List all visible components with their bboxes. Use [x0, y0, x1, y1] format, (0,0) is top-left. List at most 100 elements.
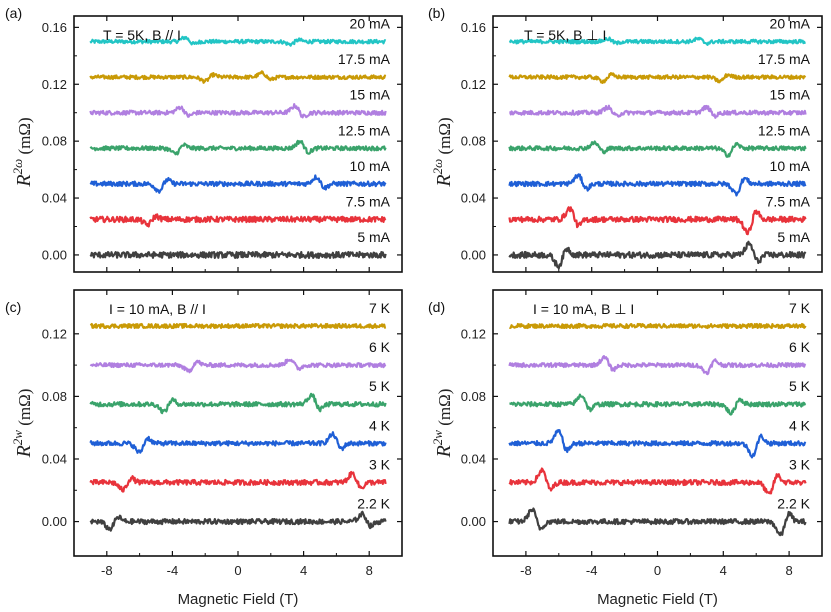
- y-tick-label: 0.12: [461, 77, 486, 92]
- series-line-10-mA: [508, 173, 807, 197]
- series-line-2p2-K: [508, 507, 807, 537]
- x-tick-label: -8: [520, 563, 532, 578]
- series-annotation: 7 K: [369, 300, 391, 316]
- series-annotation: 6 K: [369, 339, 391, 355]
- series-annotation: 3 K: [369, 456, 391, 472]
- series-annotation: 7 K: [789, 300, 811, 316]
- panel-d: 0.00 0.04 0.08 0.12 -8 -4 0 4 8 7 K 6 K 5 K 4 K 3 K 2.…: [428, 289, 823, 608]
- panel-label: (a): [5, 5, 22, 21]
- series-group: [508, 36, 807, 270]
- x-axis-label: Magnetic Field (T): [178, 591, 299, 608]
- y-axis-label-unit: (mΩ): [435, 117, 454, 158]
- series-annotation: 4 K: [369, 417, 391, 433]
- series-annotation: 17.5 mA: [338, 51, 391, 67]
- y-tick-label: 0.08: [461, 389, 486, 404]
- series-annotation: 12.5 mA: [758, 122, 811, 138]
- series-line-4-K: [508, 428, 807, 459]
- series-line-17p5-mA: [89, 70, 387, 84]
- x-tick-label: 0: [654, 563, 661, 578]
- y-axis-label-main: R: [13, 445, 35, 458]
- y-axis-label-unit: (mΩ): [15, 117, 34, 158]
- y-tick-label: 0.16: [461, 20, 486, 35]
- y-axis-label-main: R: [433, 445, 455, 458]
- series-line-6-K: [508, 355, 807, 376]
- series-annotation: 3 K: [789, 456, 811, 472]
- series-line-3-K: [89, 470, 387, 493]
- y-tick-label: 0.12: [461, 326, 486, 341]
- series-annotation: 20 mA: [770, 16, 811, 32]
- y-tick-label: 0.08: [42, 134, 67, 149]
- y-tick-label: 0.16: [42, 20, 67, 35]
- x-tick-label: 8: [366, 563, 373, 578]
- series-annotation: 15 mA: [350, 87, 391, 103]
- panel-title: T = 5K, B // I: [103, 27, 181, 43]
- y-axis-label: R2w (mΩ): [10, 389, 35, 459]
- y-axis-label: R2ω (mΩ): [10, 117, 35, 187]
- series-annotation: 20 mA: [350, 16, 391, 32]
- series-line-5-mA: [508, 240, 807, 270]
- panel-title: I = 10 mA, B ⊥ I: [533, 301, 634, 317]
- y-tick-label: 0.04: [42, 191, 67, 206]
- series-line-7-K: [508, 322, 807, 330]
- series-annotation: 10 mA: [350, 158, 391, 174]
- series-annotation: 7.5 mA: [766, 193, 811, 209]
- series-group: [89, 322, 387, 532]
- series-line-2p2-K: [89, 510, 387, 532]
- series-annotation: 10 mA: [770, 158, 811, 174]
- y-tick-label: 0.00: [461, 514, 486, 529]
- x-tick-label: -4: [167, 563, 179, 578]
- x-tick-label: 0: [234, 563, 241, 578]
- y-tick-label: 0.08: [461, 134, 486, 149]
- y-tick-label: 0.00: [461, 247, 486, 262]
- panel-title: T = 5K, B ⊥ I: [524, 27, 606, 43]
- series-annotation: 2.2 K: [777, 496, 810, 512]
- series-line-12p5-mA: [508, 140, 807, 158]
- series-line-4-K: [89, 431, 387, 454]
- y-tick-label: 0.12: [42, 326, 67, 341]
- y-axis-label-main: R: [433, 174, 455, 187]
- x-tick-label: 4: [300, 563, 307, 578]
- y-tick-label: 0.04: [461, 191, 486, 206]
- series-line-7p5-mA: [89, 213, 387, 228]
- plot-frame: [73, 289, 403, 557]
- series-annotation: 17.5 mA: [758, 51, 811, 67]
- series-annotation: 5 K: [369, 378, 391, 394]
- series-line-10-mA: [89, 174, 387, 194]
- series-line-15-mA: [509, 104, 807, 119]
- series-line-7p5-mA: [508, 206, 807, 236]
- series-line-20-mA: [508, 36, 806, 46]
- series-line-12p5-mA: [89, 139, 387, 156]
- panel-c: 0.00 0.04 0.08 0.12 -8 -4 0 4 8 7 K 6 K 5 K 4 K 3 K 2.…: [5, 289, 403, 608]
- panel-b: 0.00 0.04 0.08 0.12 0.16 20 mA 17.5 mA 15 mA 12.…: [428, 5, 823, 273]
- panel-label: (d): [428, 299, 445, 315]
- y-tick-label: 0.00: [42, 247, 67, 262]
- x-tick-label: 4: [720, 563, 727, 578]
- x-tick-label: -4: [586, 563, 598, 578]
- y-axis-label: R2w (mΩ): [430, 389, 455, 459]
- series-annotation: 15 mA: [770, 87, 811, 103]
- series-annotation: 2.2 K: [357, 496, 390, 512]
- series-annotation: 5 mA: [357, 229, 390, 245]
- series-line-5-K: [89, 392, 387, 415]
- series-line-5-K: [509, 393, 807, 416]
- series-line-15-mA: [89, 103, 387, 119]
- series-annotation: 5 mA: [777, 229, 810, 245]
- plot-frame: [492, 289, 823, 557]
- series-group: [508, 322, 807, 537]
- series-line-20-mA: [89, 35, 387, 47]
- series-group: [89, 35, 387, 259]
- x-axis-label: Magnetic Field (T): [597, 591, 718, 608]
- y-axis-label-sup: 2ω: [430, 159, 445, 175]
- y-axis-label-sup: 2w: [10, 430, 25, 446]
- y-tick-label: 0.04: [461, 451, 486, 466]
- y-tick-label: 0.00: [42, 514, 67, 529]
- y-axis-label-main: R: [13, 174, 35, 187]
- series-annotation: 4 K: [789, 417, 811, 433]
- y-axis-label-unit: (mΩ): [435, 389, 454, 430]
- y-axis-label: R2ω (mΩ): [430, 117, 455, 187]
- y-axis-label-sup: 2w: [430, 430, 445, 446]
- panel-label: (c): [5, 299, 21, 315]
- panel-label: (b): [428, 5, 445, 21]
- x-tick-label: 8: [785, 563, 792, 578]
